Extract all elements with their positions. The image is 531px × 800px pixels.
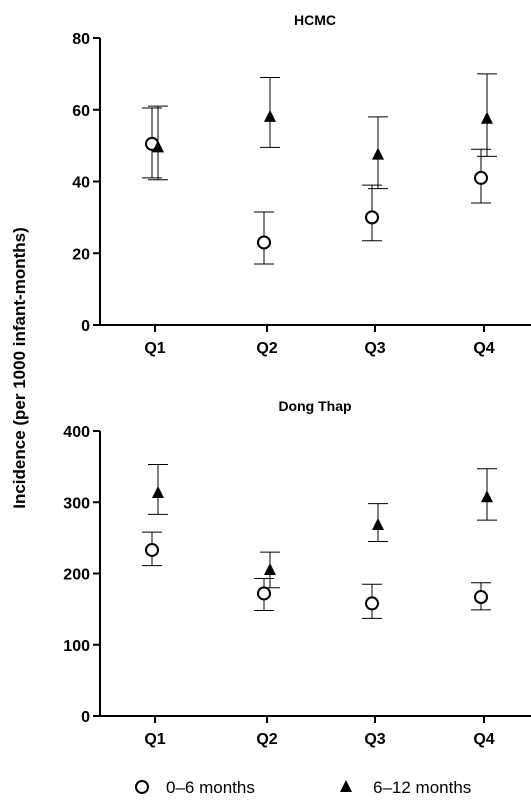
data-point-circle [365, 210, 379, 225]
y-tick-label: 60 [72, 103, 90, 120]
data-point-circle [474, 170, 488, 185]
y-axis-label: Incidence (per 1000 infant-months) [10, 227, 29, 509]
x-tick-label: Q2 [256, 731, 277, 748]
y-tick-label: 300 [63, 495, 90, 512]
x-tick-label: Q3 [364, 731, 385, 748]
x-tick-label: Q4 [473, 731, 494, 748]
data-point-circle [257, 235, 271, 250]
x-tick-label: Q3 [364, 340, 385, 357]
panel-title: HCMC [294, 12, 336, 28]
y-tick-label: 100 [63, 638, 90, 655]
series-0-6-months [142, 531, 491, 619]
y-tick-label: 40 [72, 175, 90, 192]
series-6-12-months [148, 463, 497, 589]
y-tick-label: 0 [81, 318, 90, 335]
y-tick-label: 80 [72, 31, 90, 48]
series-6-12-months [148, 73, 497, 190]
data-point-triangle [152, 485, 164, 498]
data-point-triangle [372, 518, 384, 531]
x-tick-label: Q2 [256, 340, 277, 357]
x-tick-label: Q4 [473, 340, 494, 357]
data-point-triangle [372, 147, 384, 160]
data-point-triangle [152, 140, 164, 153]
x-tick-label: Q1 [144, 731, 165, 748]
chart-panels: HCMC 0 20 40 60 80 Q1 Q2 Q3 Q4 Dong Thap 0 100 200 300… [63, 12, 531, 748]
panel-title: Dong Thap [278, 398, 351, 414]
panel-2: Dong Thap 0 100 200 300 400 Q1 Q2 Q3 Q4 [63, 398, 531, 748]
legend-marker-0-6 [135, 780, 149, 794]
legend-label-0-6: 0–6 months [166, 778, 255, 797]
y-tick-label: 400 [63, 424, 90, 441]
y-tick-label: 200 [63, 567, 90, 584]
data-point-circle [365, 596, 379, 611]
data-point-circle [145, 542, 159, 557]
data-point-triangle [264, 109, 276, 122]
x-tick-label: Q1 [144, 340, 165, 357]
data-point-triangle [481, 490, 493, 503]
series-0-6-months [142, 107, 491, 265]
data-point-triangle [264, 562, 276, 575]
data-point-circle [474, 590, 488, 605]
y-tick-label: 20 [72, 246, 90, 263]
data-point-triangle [481, 111, 493, 124]
legend: 0–6 months 6–12 months [135, 778, 471, 797]
panel-1: HCMC 0 20 40 60 80 Q1 Q2 Q3 Q4 [72, 12, 531, 357]
y-tick-label: 0 [81, 709, 90, 726]
data-point-circle [257, 586, 271, 601]
legend-marker-6-12 [340, 780, 352, 792]
legend-label-6-12: 6–12 months [373, 778, 471, 797]
